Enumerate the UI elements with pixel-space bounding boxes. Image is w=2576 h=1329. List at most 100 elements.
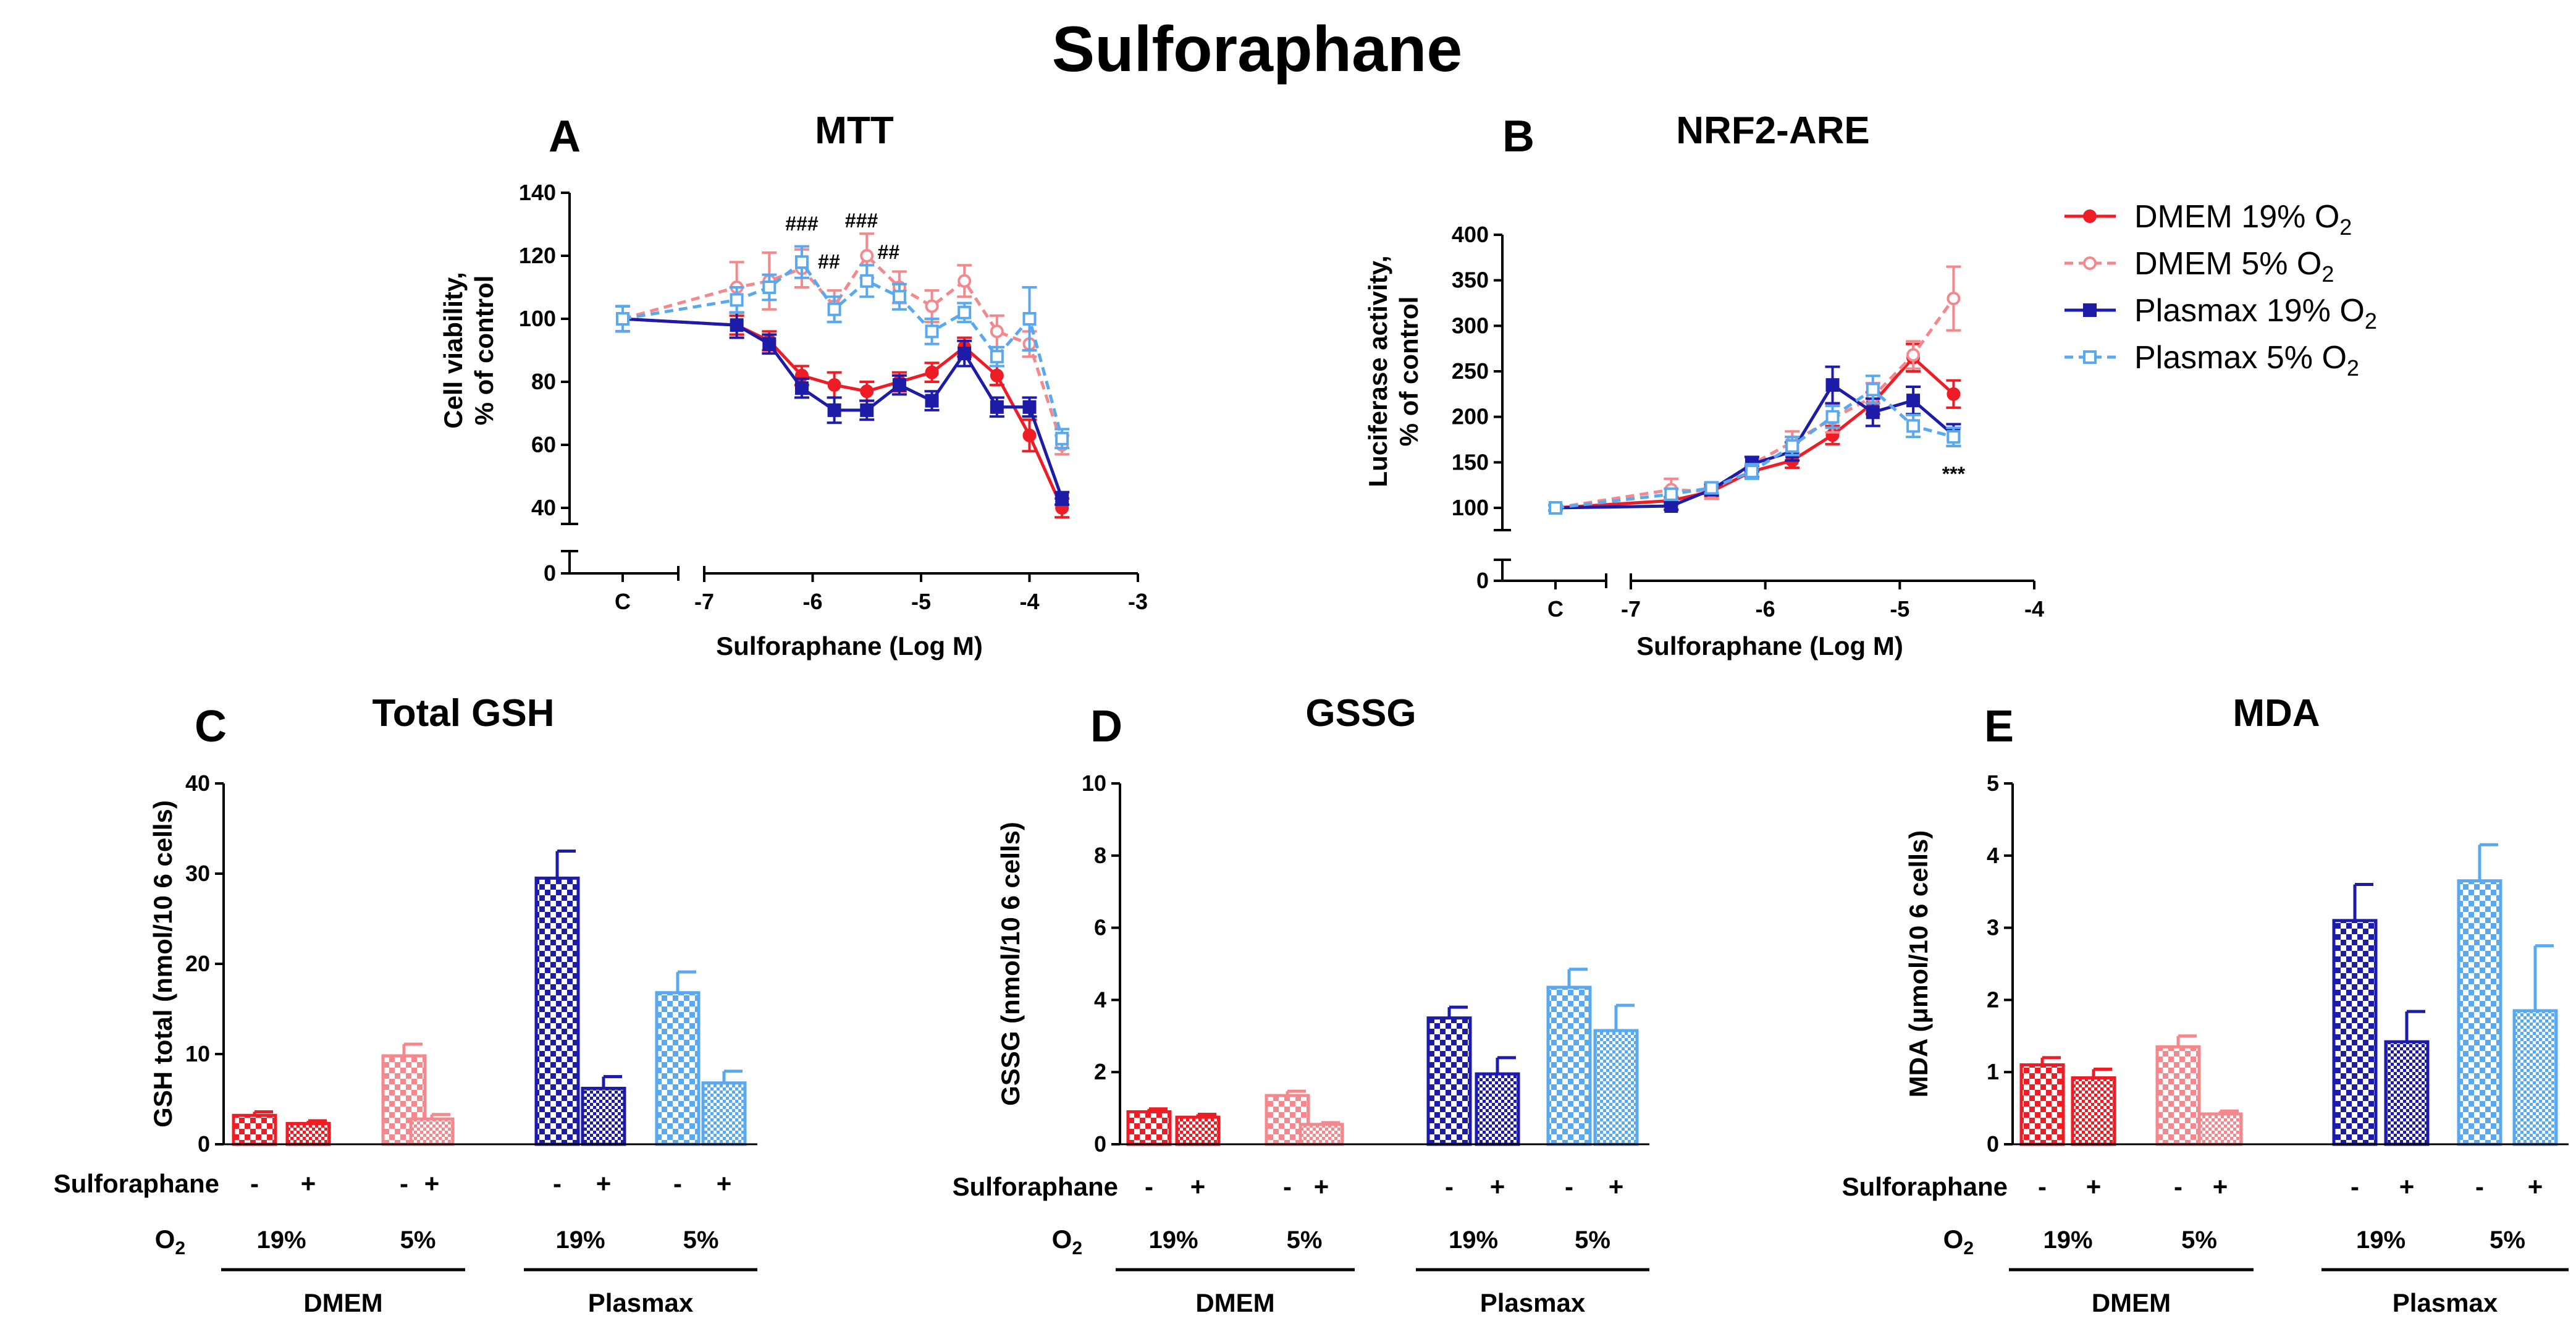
- data-point: [762, 337, 777, 351]
- data-point: [1947, 430, 1961, 444]
- sulforaphane-sign: -: [1565, 1172, 1573, 1201]
- o2-value: 5%: [683, 1226, 719, 1254]
- series-line: [1555, 382, 1955, 510]
- bar: [1175, 1115, 1221, 1146]
- data-point: [925, 365, 939, 379]
- legend-item-plasmax19: Plasmax 19% O2: [2065, 293, 2377, 334]
- data-point: [1549, 501, 1562, 515]
- o2-value: 19%: [2043, 1226, 2092, 1254]
- x-axis-label: Sulforaphane (Log M): [716, 631, 983, 660]
- data-point: [1906, 394, 1921, 408]
- panel-d-gssg: D GSSG 0 2 4 6 8 10 GSSG (nmol/10 6 cells) Sulfor…: [953, 692, 1649, 1317]
- o2-row-label: O2: [1943, 1225, 1974, 1259]
- y-axis-label: Luciferase activity,% of control: [1363, 255, 1423, 487]
- legend-marker: [2083, 350, 2097, 364]
- y-tick-label: 5: [1987, 770, 1999, 796]
- series-line: [1555, 355, 1955, 510]
- panel-c-total-gsh: C Total GSH 0 10 20 30 40 GSH total (nmol/10 6 …: [54, 692, 757, 1317]
- o2-value: 19%: [1148, 1226, 1198, 1254]
- data-point: [860, 274, 874, 288]
- data-point: [762, 281, 777, 294]
- y-tick-label: 80: [531, 369, 556, 394]
- sulforaphane-sign: +: [1609, 1172, 1624, 1201]
- series-dmem5: [615, 232, 1070, 456]
- y-tick-label: 10: [185, 1041, 210, 1066]
- y-tick-label: 100: [519, 306, 556, 331]
- y-tick-label: 2: [1987, 987, 1999, 1012]
- data-point: [1022, 400, 1037, 414]
- data-point: [1785, 439, 1799, 453]
- sulforaphane-sign: -: [1445, 1172, 1454, 1201]
- y-tick-label: 350: [1452, 268, 1489, 293]
- bar: [285, 1121, 331, 1146]
- legend-marker: [2083, 303, 2097, 317]
- data-point: [1055, 431, 1069, 445]
- bar: [2071, 1076, 2116, 1146]
- sulforaphane-sign: +: [717, 1169, 732, 1198]
- data-point: [827, 403, 841, 417]
- media-label: Plasmax: [1480, 1288, 1586, 1317]
- y-tick-label: 120: [519, 243, 556, 268]
- y-axis-label: GSSG (nmol/10 6 cells): [996, 822, 1025, 1106]
- series-plasmax19: [1548, 365, 1961, 515]
- data-point: [827, 378, 841, 392]
- panel-b-nrf2-are: B NRF2-ARE 100 150 200 250 300 350 400 0 Luciferas…: [1363, 109, 2044, 660]
- bar: [1475, 1072, 1520, 1146]
- bar: [2332, 919, 2378, 1146]
- panel-title: NRF2-ARE: [1676, 109, 1869, 152]
- data-point: [1866, 405, 1880, 420]
- data-point: [990, 368, 1004, 382]
- panel-title: Total GSH: [372, 692, 554, 735]
- sulforaphane-sign: +: [2086, 1172, 2102, 1201]
- y-tick-label: 20: [185, 951, 210, 976]
- panel-letter: D: [1090, 702, 1122, 751]
- sulforaphane-sign: -: [2351, 1172, 2359, 1201]
- data-point: [1906, 348, 1921, 362]
- y-tick-label: 0: [198, 1131, 210, 1157]
- data-point: [1664, 499, 1678, 513]
- x-axis-label: Sulforaphane (Log M): [1636, 631, 1903, 660]
- x-tick-label: -5: [1890, 596, 1909, 622]
- panel-letter: A: [549, 112, 581, 161]
- o2-value: 5%: [1287, 1226, 1323, 1254]
- data-point: [958, 305, 972, 319]
- panel-title: GSSG: [1305, 692, 1416, 735]
- o2-value: 19%: [256, 1226, 306, 1254]
- series-plasmax19: [615, 305, 1070, 506]
- o2-value: 5%: [1575, 1226, 1610, 1254]
- data-point: [1055, 491, 1069, 505]
- figure-title: Sulforaphane: [1052, 14, 1463, 85]
- bar: [1593, 1029, 1639, 1146]
- sulforaphane-sign: +: [1314, 1172, 1329, 1201]
- x-tick-label: -4: [1019, 589, 1039, 614]
- y-tick-label: 4: [1987, 843, 1999, 868]
- sulforaphane-sign: -: [1145, 1172, 1153, 1201]
- data-point: [990, 324, 1004, 339]
- bar: [1426, 1016, 1472, 1146]
- data-point: [860, 384, 874, 399]
- series-line: [1555, 297, 1955, 510]
- y-zero-label: 0: [1476, 568, 1489, 593]
- bar: [581, 1086, 626, 1146]
- data-point: [892, 290, 906, 304]
- sulforaphane-sign: -: [673, 1169, 682, 1198]
- panel-letter: E: [1984, 702, 2014, 751]
- y-tick-label: 4: [1094, 987, 1106, 1012]
- data-point: [1745, 465, 1759, 479]
- series-plasmax5: [1548, 374, 1961, 515]
- y-tick-label: 140: [519, 180, 556, 205]
- data-point: [1825, 410, 1840, 424]
- y-tick-label: 100: [1452, 495, 1489, 520]
- sulforaphane-sign: -: [2174, 1172, 2182, 1201]
- data-point: [730, 318, 744, 332]
- x-tick-label: -7: [694, 589, 714, 614]
- sulforaphane-sign: -: [2475, 1172, 2484, 1201]
- x-tick-label: -7: [1621, 596, 1641, 622]
- y-tick-label: 2: [1094, 1059, 1106, 1084]
- x-tick-label: -6: [802, 589, 822, 614]
- sulforaphane-sign: -: [250, 1169, 259, 1198]
- media-label: DMEM: [303, 1288, 382, 1317]
- y-axis-label: GSH total (nmol/10 6 cells): [148, 800, 177, 1128]
- media-label: Plasmax: [588, 1288, 694, 1317]
- panel-title: MTT: [815, 109, 894, 152]
